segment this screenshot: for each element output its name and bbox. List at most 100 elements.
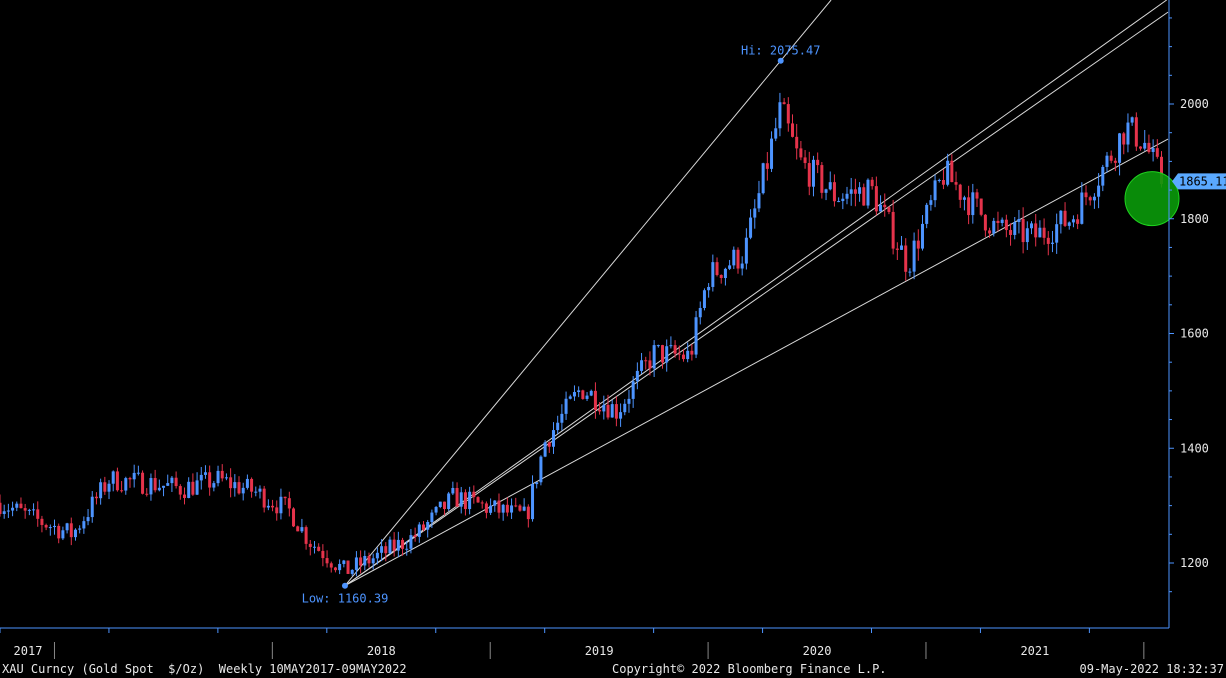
candle-body	[711, 262, 715, 287]
candle-body	[300, 527, 304, 532]
last-price-label: 1865.11	[1179, 174, 1226, 188]
candle-body	[983, 214, 987, 231]
candle-body	[65, 523, 69, 531]
candle-body	[392, 539, 396, 551]
candle-body	[744, 237, 748, 264]
candle-body	[1067, 222, 1071, 226]
candle-body	[556, 422, 560, 431]
trendline-1	[344, 0, 832, 587]
candle-body	[312, 546, 316, 548]
candle-body	[891, 211, 895, 249]
candle-body	[577, 390, 581, 393]
low-label: Low: 1160.39	[302, 592, 389, 606]
candle-body	[191, 481, 195, 495]
candle-body	[765, 163, 769, 169]
candle-body	[342, 560, 346, 564]
candle-body	[157, 487, 161, 491]
candle-body	[568, 396, 572, 399]
candle-body	[426, 521, 430, 530]
candle-body	[1038, 227, 1042, 238]
candle-body	[308, 543, 312, 547]
price-tick-label: 1200	[1180, 556, 1209, 570]
candle-body	[702, 290, 706, 308]
year-label: 2017	[14, 644, 43, 658]
candle-body	[338, 563, 342, 571]
candle-body	[350, 569, 354, 574]
candle-body	[229, 477, 233, 489]
candle-body	[598, 409, 602, 412]
candle-body	[816, 159, 820, 166]
candle-body	[979, 198, 983, 215]
candle-body	[463, 492, 467, 510]
trendline-2	[344, 0, 1167, 587]
candle-body	[908, 271, 912, 273]
candle-body	[153, 478, 157, 491]
candle-body	[640, 360, 644, 371]
candle-body	[715, 262, 719, 275]
candle-body	[317, 546, 321, 551]
candle-body	[422, 524, 426, 530]
candle-body	[996, 220, 1000, 224]
candle-body	[363, 555, 367, 566]
candle-body	[895, 248, 899, 250]
candle-body	[94, 496, 98, 499]
candle-body	[1088, 197, 1092, 201]
low-point-marker	[341, 582, 348, 589]
candle-body	[522, 506, 526, 511]
candle-body	[48, 527, 52, 529]
candle-body	[585, 395, 589, 399]
candle-body	[241, 487, 245, 494]
candle-body	[988, 230, 992, 234]
candle-body	[824, 189, 828, 193]
price-tick-label: 1400	[1180, 441, 1209, 455]
candle-body	[254, 491, 258, 493]
copyright-notice: Copyright© 2022 Bloomberg Finance L.P.	[612, 662, 887, 676]
candle-body	[514, 505, 518, 507]
candle-body	[669, 345, 673, 347]
candle-body	[279, 496, 283, 514]
candle-body	[413, 535, 417, 537]
year-label: 2019	[585, 644, 614, 658]
candle-body	[1159, 156, 1163, 184]
candle-body	[195, 480, 199, 495]
candle-body	[304, 527, 308, 544]
candle-body	[333, 567, 337, 571]
high-point-marker	[777, 57, 784, 64]
candle-body	[329, 563, 333, 568]
candle-body	[723, 268, 727, 279]
candle-body	[531, 484, 535, 520]
candle-body	[296, 526, 300, 532]
candle-body	[36, 509, 40, 519]
candle-body	[57, 525, 61, 539]
candle-body	[1000, 219, 1004, 224]
candle-body	[1017, 218, 1021, 222]
candle-body	[887, 207, 891, 212]
candle-body	[732, 249, 736, 266]
highlight-circle	[1124, 171, 1180, 227]
candle-body	[258, 488, 262, 492]
candle-body	[203, 472, 207, 475]
candle-body	[325, 558, 329, 564]
candle-body	[493, 500, 497, 506]
candle-body	[941, 180, 945, 185]
candle-body	[740, 263, 744, 269]
candle-body	[1021, 218, 1025, 243]
candle-body	[271, 505, 275, 508]
candle-body	[656, 345, 660, 347]
candle-body	[199, 474, 203, 481]
candle-body	[1134, 117, 1138, 147]
year-label: 2018	[367, 644, 396, 658]
candle-body	[728, 265, 732, 269]
candle-body	[535, 482, 539, 485]
candle-body	[1042, 227, 1046, 238]
candle-body	[778, 102, 782, 129]
candle-body	[132, 472, 136, 480]
candle-body	[1025, 228, 1029, 243]
candle-body	[44, 524, 48, 528]
price-tick-label: 1600	[1180, 327, 1209, 341]
candle-body	[950, 160, 954, 183]
candle-body	[359, 557, 363, 566]
candle-body	[1092, 196, 1096, 201]
candle-body	[589, 390, 593, 396]
candle-body	[19, 503, 23, 509]
